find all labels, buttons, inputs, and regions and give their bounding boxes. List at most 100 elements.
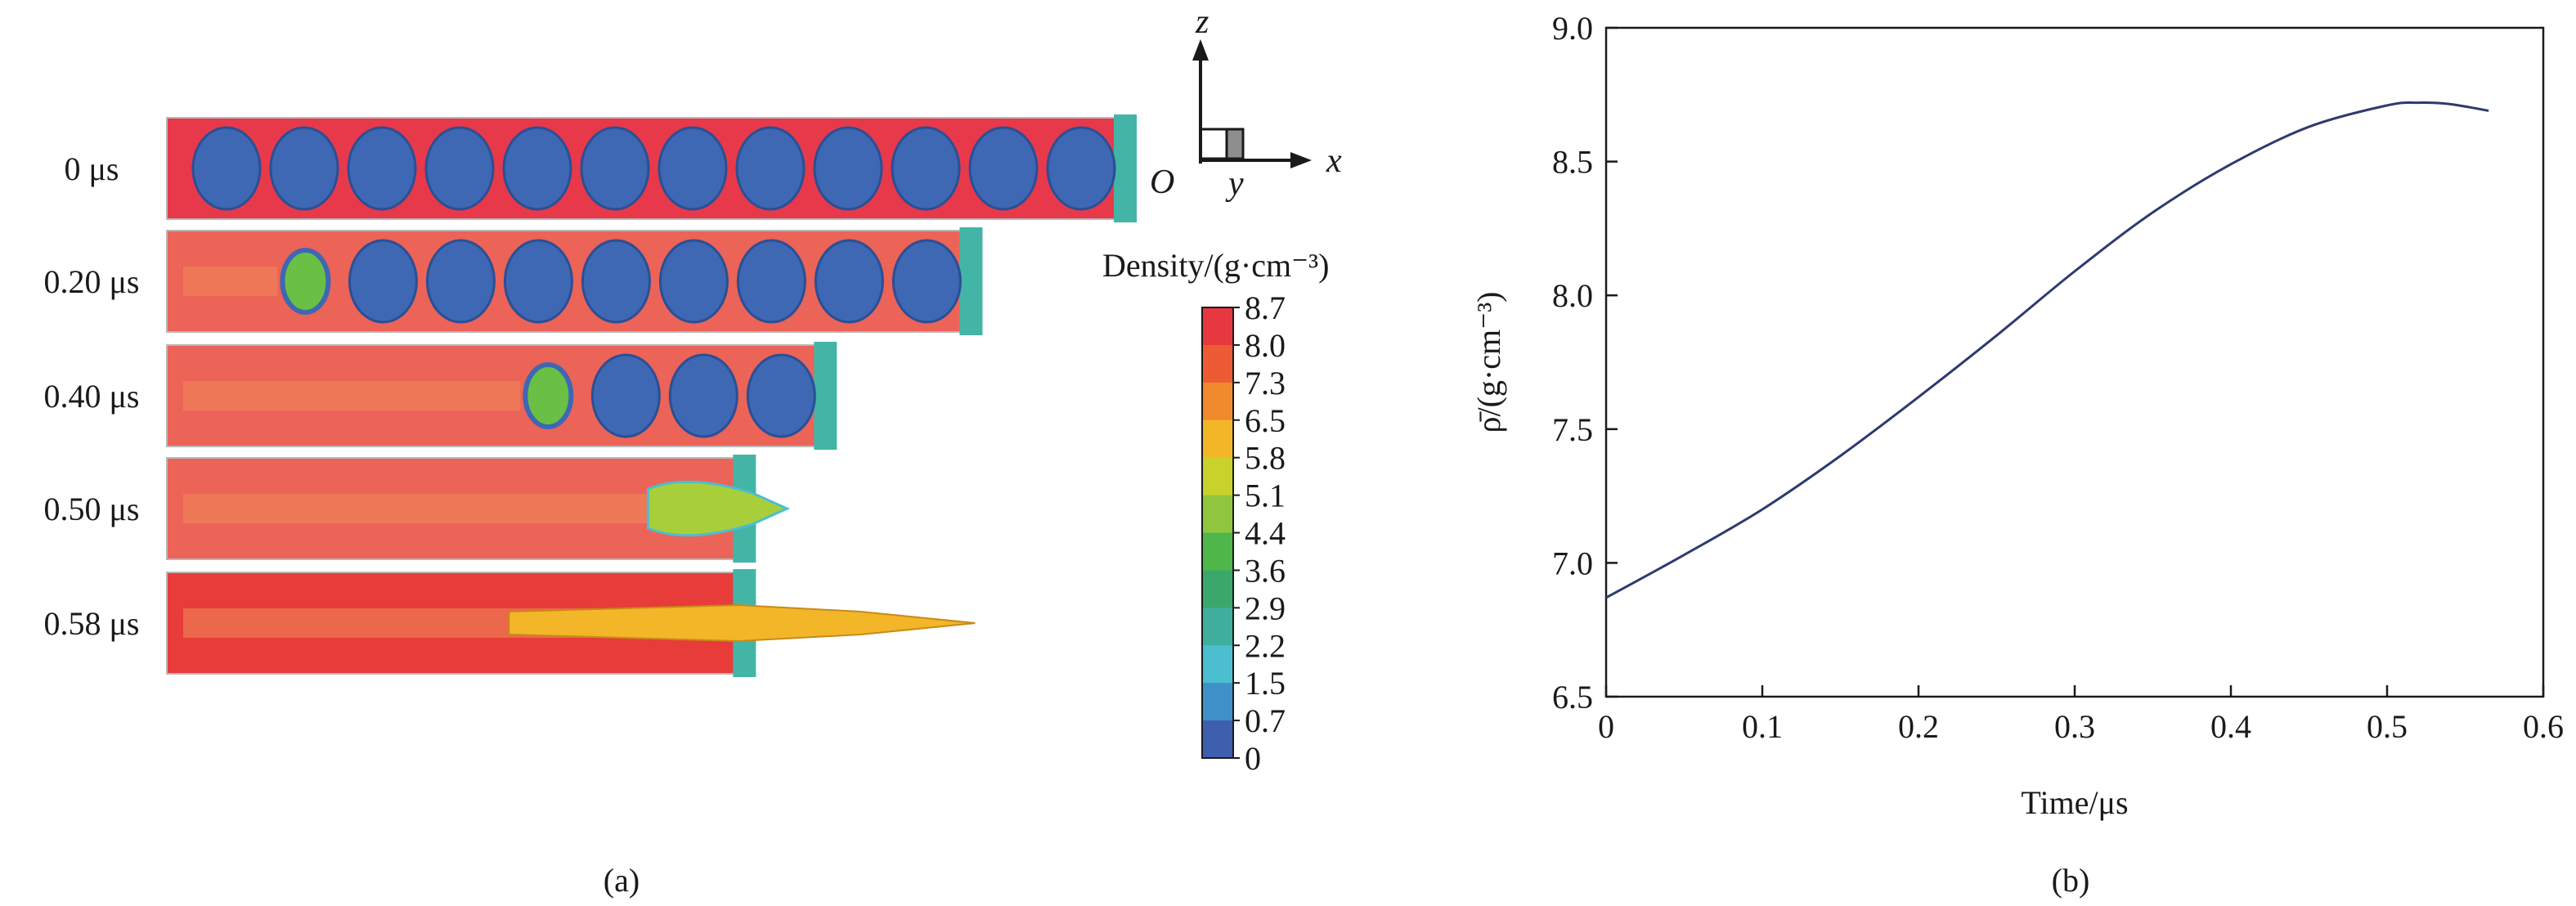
snapshot-frame: 0.40 μs	[43, 342, 837, 450]
y-tick-label: 7.0	[1552, 545, 1593, 581]
x-tick-label: 0.6	[2523, 708, 2564, 745]
void-circle	[746, 353, 816, 438]
collapse-streak	[183, 494, 706, 523]
void-circle	[658, 239, 729, 324]
x-label: x	[1326, 142, 1342, 180]
panel-b-caption: (b)	[2052, 862, 2090, 899]
void-circle	[735, 126, 806, 211]
colorbar-tick-label: 4.4	[1245, 515, 1286, 552]
colorbar-segment	[1202, 645, 1233, 684]
y-axis-title: ρ̄/(g·cm⁻³)	[1470, 291, 1507, 433]
void-circle	[581, 239, 651, 324]
y-axis-marker	[1225, 128, 1245, 160]
density-series-line	[1605, 101, 2489, 599]
colorbar-tick-label: 0	[1245, 740, 1261, 777]
colorbar-segment	[1202, 495, 1233, 533]
colorbar-segment	[1202, 382, 1233, 421]
x-tick-label: 0.3	[2054, 708, 2095, 745]
x-tick-label: 0	[1598, 708, 1614, 745]
panel-a-caption: (a)	[604, 862, 640, 899]
colorbar-tick-label: 8.7	[1245, 289, 1286, 326]
time-label: 0.50 μs	[43, 491, 139, 527]
void-circle	[191, 126, 262, 211]
panel-b-line-chart: 0 0.1 0.2 0.3 0.4 0.5 0.6 6.5 7.0 7.5 8.0 8.5 9.0 Ti…	[1470, 10, 2564, 821]
colorbar-tick-label: 1.5	[1245, 665, 1286, 702]
colorbar-segment	[1202, 570, 1233, 608]
time-label: 0.58 μs	[43, 605, 139, 642]
void-circle	[891, 239, 962, 324]
void-circle	[424, 126, 495, 211]
colorbar-tick-label: 0.7	[1245, 702, 1286, 739]
colorbar-tick-label: 5.8	[1245, 440, 1286, 477]
void-circle	[269, 126, 339, 211]
collapse-streak	[183, 381, 521, 410]
colorbar-segment	[1202, 683, 1233, 721]
snapshot-frame: 0.20 μs	[43, 227, 983, 335]
x-tick-label: 0.1	[1742, 708, 1783, 745]
jet	[508, 603, 976, 643]
y-label: y	[1225, 165, 1244, 203]
void-circle	[347, 126, 417, 211]
y-tick-label: 9.0	[1552, 10, 1593, 47]
z-arrowhead	[1192, 39, 1209, 61]
z-label: z	[1195, 3, 1209, 41]
void-circle	[503, 239, 573, 324]
colorbar-segment	[1202, 608, 1233, 646]
end-cap	[814, 342, 837, 450]
plot-frame	[1604, 26, 2545, 698]
void-circle	[590, 353, 661, 438]
y-tick-label: 6.5	[1552, 679, 1593, 715]
x-tick-label: 0.2	[1898, 708, 1939, 745]
void-circle	[502, 126, 572, 211]
void-circle	[813, 126, 883, 211]
void-circle	[580, 126, 650, 211]
colorbar-tick-label: 7.3	[1245, 365, 1286, 401]
density-colorbar: Density/(g·cm⁻³) 8.78.07.36.55.85.14.43.…	[1102, 247, 1329, 777]
collapsing-void	[523, 362, 574, 429]
void-circle	[348, 239, 418, 324]
time-label: 0.40 μs	[43, 378, 139, 415]
y-tick-label: 8.5	[1552, 144, 1593, 181]
time-label: 0 μs	[64, 150, 119, 187]
collapsing-void	[280, 248, 331, 315]
x-tick-label: 0.4	[2210, 708, 2251, 745]
void-circle	[814, 239, 884, 324]
y-tick-label: 7.5	[1552, 411, 1593, 448]
colorbar-segment	[1202, 720, 1233, 759]
y-tick-label: 8.0	[1552, 277, 1593, 314]
colorbar-segment	[1202, 419, 1233, 459]
time-label: 0.20 μs	[43, 263, 139, 300]
void-circle	[425, 239, 496, 324]
colorbar-segment	[1202, 532, 1233, 571]
snapshot-frame: 0 μs	[64, 114, 1137, 222]
colorbar-tick-label: 3.6	[1245, 552, 1286, 589]
colorbar-tick-label: 2.2	[1245, 627, 1286, 664]
x-tick-label: 0.5	[2367, 708, 2408, 745]
colorbar-segment	[1202, 344, 1233, 383]
jet-front	[646, 480, 791, 537]
snapshot-frame: 0.58 μs	[43, 569, 976, 677]
y-axis-box	[1199, 128, 1228, 160]
void-circle	[891, 126, 961, 211]
void-circle	[657, 126, 728, 211]
colorbar-tick-label: 2.9	[1245, 590, 1286, 626]
x-axis-title: Time/μs	[2021, 784, 2128, 821]
colorbar-tick-label: 8.0	[1245, 327, 1286, 364]
snapshot-frame: 0.50 μs	[43, 455, 791, 563]
end-cap	[1114, 114, 1137, 222]
colorbar-segment	[1202, 307, 1233, 346]
colorbar-segment	[1202, 457, 1233, 496]
void-circle	[1046, 126, 1116, 211]
void-circle	[968, 126, 1039, 211]
x-arrowhead	[1290, 152, 1312, 168]
axes-triad: z x y O	[1150, 3, 1342, 203]
colorbar-tick-label: 5.1	[1245, 478, 1286, 514]
void-circle	[668, 353, 738, 438]
origin-label: O	[1150, 164, 1174, 201]
panel-a-simulation: 0 μs 0.20 μs 0.40 μs 0.50 μs 0.58 μs	[43, 114, 1137, 677]
colorbar-title: Density/(g·cm⁻³)	[1102, 247, 1329, 284]
colorbar-tick-label: 6.5	[1245, 402, 1286, 439]
void-circle	[736, 239, 806, 324]
end-cap	[959, 227, 983, 335]
